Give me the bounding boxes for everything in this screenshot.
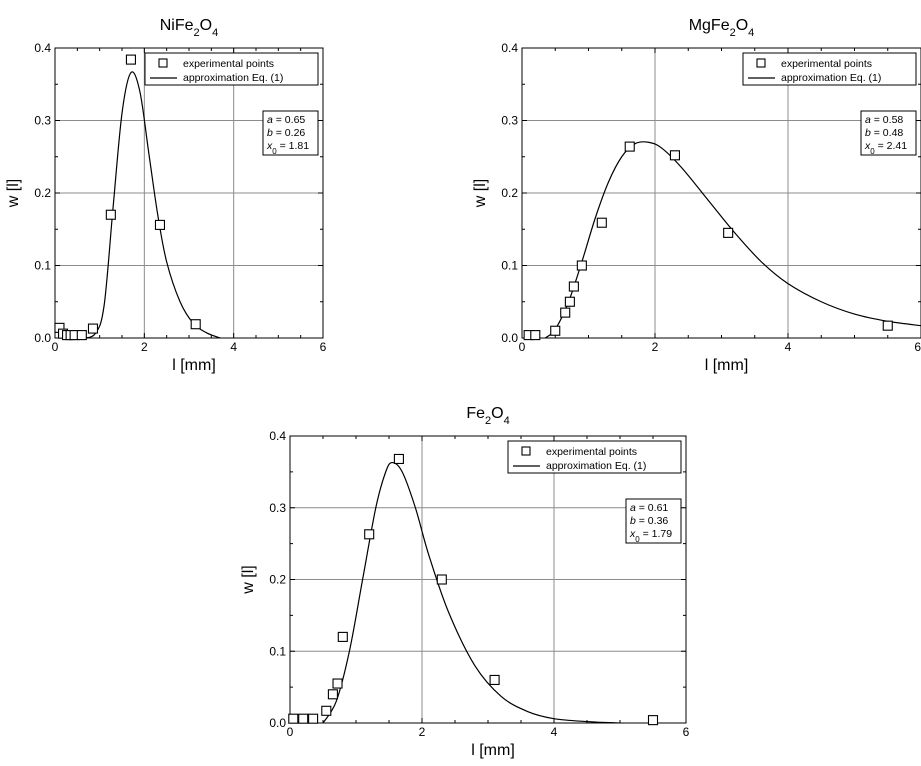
data-point — [647, 715, 659, 726]
x-tick-label: 0 — [287, 725, 294, 739]
data-point — [154, 219, 166, 230]
data-point — [550, 325, 561, 336]
x-tick-label: 6 — [683, 725, 690, 739]
data-point — [436, 574, 447, 585]
series-line-1 — [544, 141, 921, 338]
y-tick-label: 0.1 — [501, 259, 518, 273]
y-tick-label: 0.1 — [269, 644, 286, 658]
data-point — [530, 330, 541, 341]
x-tick-label: 0 — [52, 340, 59, 354]
y-tick-label: 0.3 — [501, 114, 518, 128]
data-point — [669, 150, 681, 161]
data-point — [393, 453, 404, 465]
data-point — [105, 209, 116, 220]
chart-title: MgFe2O4 — [689, 17, 755, 39]
data-point — [576, 260, 587, 271]
chart-panel-1: NiFe2O4 0 2 4 6 0.0 0.1 0.2 0.3 0.4 l [mm] w [l] exp… — [5, 17, 327, 374]
data-point — [882, 320, 893, 331]
legend-label: approximation Eq. (1) — [546, 460, 646, 472]
chart-panel-3: Fe2O4 0 2 4 6 0.0 0.1 0.2 0.3 0.4 l [mm] w [l] exper… — [240, 405, 690, 759]
y-tick-label: 0.0 — [501, 331, 518, 345]
y-tick-label: 0.1 — [34, 259, 51, 273]
data-point — [364, 529, 375, 540]
x-tick-label: 0 — [519, 340, 526, 354]
legend-label: experimental points — [781, 58, 872, 70]
x-tick-label: 4 — [230, 340, 237, 354]
parameters-box — [860, 110, 917, 156]
x-tick-label: 6 — [914, 340, 921, 354]
x-axis-label: l [mm] — [705, 357, 749, 374]
legend-label: approximation Eq. (1) — [183, 72, 283, 84]
y-axis-label: w [l] — [472, 179, 489, 208]
legend-label: approximation Eq. (1) — [781, 72, 881, 84]
legend-label: experimental points — [183, 58, 274, 70]
data-point — [624, 141, 635, 152]
y-tick-label: 0.4 — [501, 41, 518, 55]
y-tick-label: 0.4 — [269, 429, 286, 443]
series-line-1 — [81, 71, 221, 338]
chart-title: Fe2O4 — [466, 405, 509, 427]
data-point — [337, 631, 348, 642]
x-tick-label: 6 — [320, 340, 327, 354]
parameter-label: b = 0.36 — [630, 515, 668, 527]
y-tick-label: 0.3 — [269, 501, 286, 515]
chart-title: NiFe2O4 — [160, 17, 218, 39]
data-point — [288, 713, 299, 724]
legend-label: experimental points — [546, 446, 637, 458]
data-point — [125, 54, 136, 65]
data-point — [332, 678, 343, 689]
data-point — [308, 713, 319, 724]
parameter-label: x0 = 1.81 — [266, 140, 309, 156]
y-tick-label: 0.0 — [269, 716, 286, 730]
legend-box — [144, 52, 319, 86]
parameters-box — [262, 110, 319, 156]
y-tick-label: 0.0 — [34, 331, 51, 345]
x-tick-label: 2 — [652, 340, 659, 354]
parameter-label: a = 0.58 — [865, 114, 903, 126]
y-tick-label: 0.3 — [34, 114, 51, 128]
data-point — [321, 705, 332, 716]
x-axis-label: l [mm] — [172, 357, 216, 374]
x-tick-label: 4 — [785, 340, 792, 354]
data-point — [489, 674, 500, 686]
data-point — [723, 227, 734, 238]
parameter-label: a = 0.61 — [630, 502, 668, 514]
data-point — [568, 281, 579, 292]
x-tick-label: 2 — [419, 725, 426, 739]
parameter-label: x0 = 2.41 — [864, 140, 907, 156]
parameter-label: b = 0.26 — [267, 127, 305, 139]
parameter-label: x0 = 1.79 — [629, 528, 672, 544]
x-tick-label: 2 — [141, 340, 148, 354]
y-tick-label: 0.4 — [34, 41, 51, 55]
legend-box — [742, 52, 917, 86]
legend-box — [507, 440, 682, 474]
y-tick-label: 0.2 — [269, 573, 286, 587]
data-point — [596, 217, 607, 228]
data-point — [76, 330, 87, 341]
data-point — [327, 689, 338, 700]
parameter-label: a = 0.65 — [267, 114, 305, 126]
legend-marker-icon — [521, 446, 531, 456]
data-point — [87, 323, 99, 334]
chart-panel-2: MgFe2O4 0 2 4 6 0.0 0.1 0.2 0.3 0.4 l [mm] w [l] exp… — [472, 17, 921, 374]
x-axis-label: l [mm] — [471, 742, 515, 759]
legend-marker-icon — [158, 58, 168, 68]
data-point — [190, 319, 201, 330]
y-tick-label: 0.2 — [501, 186, 518, 200]
series-line-1 — [322, 461, 621, 723]
y-tick-label: 0.2 — [34, 186, 51, 200]
y-axis-label: w [l] — [5, 179, 22, 208]
parameters-box — [625, 498, 682, 544]
legend-marker-icon — [756, 58, 766, 68]
y-axis-label: w [l] — [240, 565, 257, 594]
data-point — [560, 307, 571, 318]
x-tick-label: 4 — [551, 725, 558, 739]
data-point — [564, 296, 575, 307]
parameter-label: b = 0.48 — [865, 127, 903, 139]
data-point — [298, 713, 309, 724]
